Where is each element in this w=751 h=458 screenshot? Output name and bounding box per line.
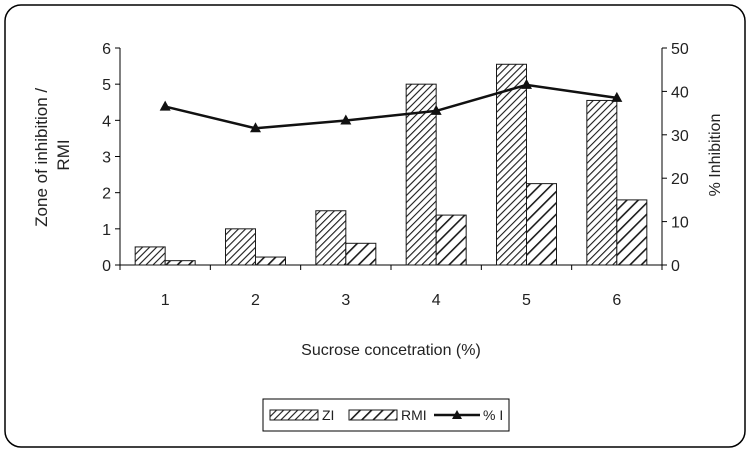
bar-rmi-4 [435,214,467,266]
left-tick-label: 5 [102,77,111,94]
percent-inhibition-line [164,83,618,130]
bar-rmi-5 [526,183,557,266]
percent-inhibition-point-3 [340,114,352,125]
bars-group [134,63,648,266]
percent-inhibition-point-2 [250,122,261,133]
y2-axis-label: % Inhibition [707,114,724,197]
bar-rmi-6 [616,199,648,266]
x-axis-label: Sucrose concetration (%) [301,342,481,359]
right-tick-label: 40 [671,84,689,101]
x-tick-label: 4 [432,292,441,309]
left-tick-label: 6 [102,41,111,58]
x-tick-label: 2 [251,292,260,309]
percent-inhibition-line-group [159,78,623,133]
legend: ZI RMI % I [262,398,510,432]
x-tick-label: 6 [612,292,621,309]
right-tick-label: 50 [671,41,689,58]
left-tick-label: 4 [102,113,111,130]
right-tick-label: 20 [671,171,689,188]
bar-rmi-1 [164,260,196,266]
legend-label-rmi: RMI [401,407,427,423]
right-tick-label: 10 [671,215,689,232]
x-tick-label: 1 [161,292,170,309]
right-tick-label: 30 [671,128,689,145]
legend-swatch-rmi [348,409,398,421]
left-tick-label: 2 [102,186,111,203]
bar-zi-2 [225,228,256,266]
left-tick-label: 3 [102,150,111,167]
legend-label-zi: ZI [322,407,334,423]
chart-frame [4,4,746,448]
bar-rmi-3 [345,242,377,266]
legend-swatch-zi [269,409,319,421]
legend-label-percent-i: % I [483,407,503,423]
percent-inhibition-point-5 [521,78,532,89]
x-tick-label: 5 [522,292,531,309]
percent-inhibition-point-6 [611,91,623,102]
bar-zi-3 [315,210,347,266]
x-tick-label: 3 [341,292,350,309]
bar-zi-5 [496,63,527,266]
plot-area: 0 1 2 3 4 5 6 0 10 20 30 40 50 1 2 3 4 5 6 [102,41,689,309]
legend-triangle-marker-icon [452,410,462,419]
bar-zi-1 [134,246,166,266]
bar-zi-6 [586,99,618,266]
percent-inhibition-point-4 [430,104,442,115]
bar-rmi-2 [255,256,286,266]
x-axis-ticks: 1 2 3 4 5 6 [119,265,663,309]
left-tick-label: 0 [102,258,111,275]
y-axis-label: Zone of inhibition / RMI [32,83,73,227]
left-tick-label: 1 [102,222,111,239]
right-tick-label: 0 [671,258,680,275]
right-axis-ticks: 0 10 20 30 40 50 [662,41,689,275]
percent-inhibition-point-1 [159,100,171,111]
left-axis-ticks: 0 1 2 3 4 5 6 [102,41,120,275]
